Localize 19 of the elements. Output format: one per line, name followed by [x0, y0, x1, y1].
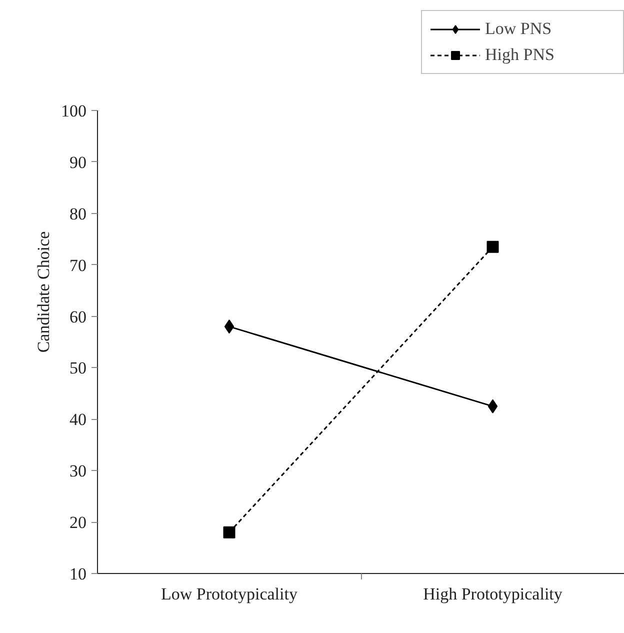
y-tick-label: 10	[70, 564, 86, 584]
point	[223, 526, 236, 538]
y-tick-label: 50	[70, 358, 86, 378]
legend-label: High PNS	[485, 45, 556, 65]
y-tick-label: 70	[70, 256, 86, 275]
x-tick-label: High Prototypicality	[423, 584, 563, 604]
y-tick-label: 40	[70, 410, 86, 430]
y-tick-label: 60	[70, 307, 86, 326]
point	[488, 399, 498, 414]
legend-label: Low PNS	[485, 19, 553, 39]
y-tick-label: 90	[70, 152, 86, 172]
y-axis-title: Candidate Choice	[34, 231, 53, 353]
y-tick-label: 100	[61, 102, 86, 120]
y-tick-label: 80	[70, 204, 86, 224]
y-tick-label: 20	[70, 513, 86, 532]
y-tick-label: 30	[70, 462, 86, 481]
point	[486, 240, 499, 253]
x-tick-label: Low Prototypicality	[161, 584, 298, 604]
point	[224, 320, 234, 334]
